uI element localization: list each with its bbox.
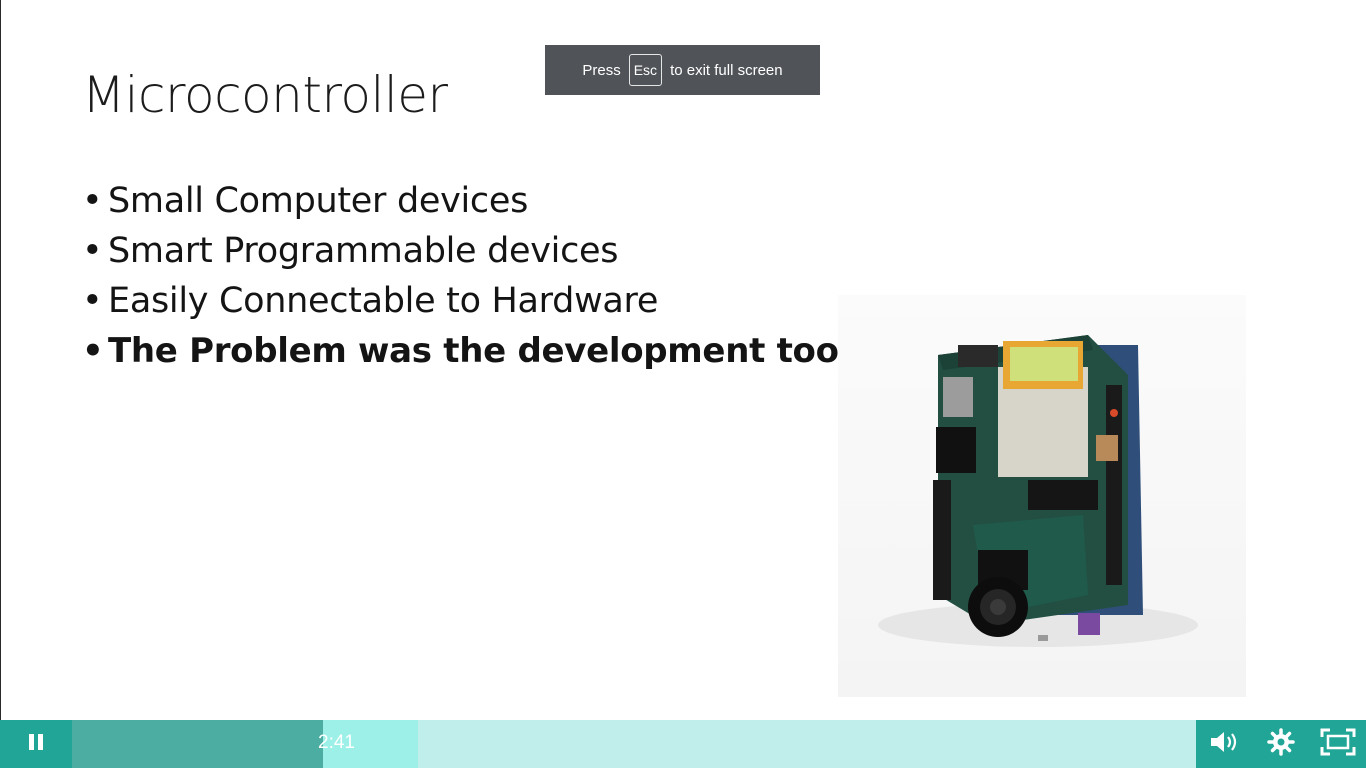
settings-button[interactable]: [1253, 720, 1309, 768]
pause-icon: [28, 733, 44, 755]
toast-suffix: to exit full screen: [670, 61, 783, 79]
exit-fullscreen-icon: [1320, 728, 1356, 760]
bullet-item: • Small Computer devices: [82, 181, 529, 221]
slide: Microcontroller • Small Computer devices …: [82, 66, 1246, 697]
current-time: 2:41: [318, 732, 355, 753]
bullet-text: Small Computer devices: [108, 181, 529, 221]
slide-title: Microcontroller: [82, 66, 448, 124]
bullet-text: Easily Connectable to Hardware: [108, 281, 659, 321]
progress-buffered[interactable]: [323, 720, 418, 768]
bullet-text: The Problem was the development tools: [108, 331, 870, 371]
gear-icon: [1267, 728, 1295, 760]
bullet-item: • Smart Programmable devices: [82, 231, 619, 271]
progress-played[interactable]: [72, 720, 323, 768]
player-controls: 2:41: [0, 720, 1366, 768]
toast-prefix: Press: [582, 61, 621, 79]
fullscreen-toast: Press Esc to exit full screen: [545, 45, 820, 95]
bullet-item: • Easily Connectable to Hardware: [82, 281, 659, 321]
microcontroller-photo: [838, 295, 1246, 697]
window-edge: [0, 0, 1, 720]
bullet-item: • The Problem was the development tools: [82, 331, 870, 371]
fullscreen-button[interactable]: [1310, 720, 1366, 768]
bullet-text: Smart Programmable devices: [108, 231, 619, 271]
bullet-list: • Small Computer devices • Smart Programma…: [82, 176, 870, 376]
pause-button[interactable]: [0, 720, 72, 768]
volume-icon: [1209, 730, 1239, 758]
right-controls: [1196, 720, 1366, 768]
esc-key-badge: Esc: [628, 54, 663, 86]
volume-button[interactable]: [1196, 720, 1252, 768]
